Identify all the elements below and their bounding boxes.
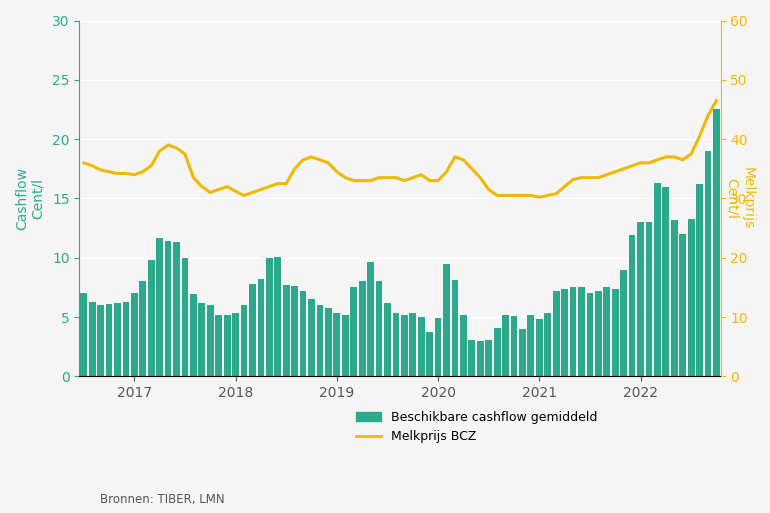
- Bar: [376, 282, 383, 377]
- Bar: [114, 303, 121, 377]
- Bar: [435, 318, 441, 377]
- Bar: [291, 286, 298, 377]
- Bar: [578, 287, 585, 377]
- Bar: [527, 314, 534, 377]
- Bar: [629, 235, 635, 377]
- Bar: [359, 282, 366, 377]
- Bar: [621, 269, 627, 377]
- Bar: [139, 282, 146, 377]
- Bar: [224, 314, 230, 377]
- Bar: [182, 258, 189, 377]
- Bar: [401, 314, 407, 377]
- Bar: [477, 341, 484, 377]
- Bar: [410, 313, 416, 377]
- Bar: [283, 285, 290, 377]
- Bar: [713, 109, 720, 377]
- Bar: [494, 328, 500, 377]
- Bar: [587, 293, 594, 377]
- Bar: [300, 291, 306, 377]
- Bar: [173, 242, 180, 377]
- Bar: [207, 305, 213, 377]
- Bar: [216, 314, 222, 377]
- Bar: [502, 314, 509, 377]
- Bar: [233, 313, 239, 377]
- Bar: [688, 219, 695, 377]
- Bar: [595, 291, 601, 377]
- Bar: [190, 294, 197, 377]
- Bar: [148, 260, 155, 377]
- Bar: [325, 307, 332, 377]
- Bar: [460, 314, 467, 377]
- Bar: [451, 280, 458, 377]
- Bar: [266, 258, 273, 377]
- Bar: [122, 302, 129, 377]
- Bar: [612, 288, 618, 377]
- Bar: [257, 279, 264, 377]
- Bar: [671, 220, 678, 377]
- Bar: [316, 305, 323, 377]
- Bar: [249, 284, 256, 377]
- Bar: [536, 320, 543, 377]
- Bar: [156, 238, 163, 377]
- Bar: [679, 234, 686, 377]
- Bar: [342, 314, 349, 377]
- Bar: [367, 263, 374, 377]
- Bar: [274, 256, 281, 377]
- Bar: [645, 222, 652, 377]
- Bar: [705, 151, 711, 377]
- Bar: [241, 305, 247, 377]
- Bar: [654, 183, 661, 377]
- Bar: [553, 291, 560, 377]
- Bar: [544, 313, 551, 377]
- Bar: [308, 299, 315, 377]
- Bar: [333, 313, 340, 377]
- Bar: [427, 332, 433, 377]
- Bar: [80, 293, 87, 377]
- Bar: [638, 222, 644, 377]
- Bar: [662, 187, 669, 377]
- Bar: [97, 305, 104, 377]
- Bar: [485, 340, 492, 377]
- Bar: [561, 288, 568, 377]
- Bar: [131, 293, 138, 377]
- Bar: [570, 287, 577, 377]
- Bar: [199, 303, 205, 377]
- Bar: [165, 241, 172, 377]
- Bar: [696, 184, 703, 377]
- Bar: [105, 304, 112, 377]
- Bar: [511, 316, 517, 377]
- Y-axis label: Melkprijs
Cent/l: Melkprijs Cent/l: [725, 167, 755, 229]
- Bar: [468, 340, 475, 377]
- Bar: [350, 287, 357, 377]
- Bar: [393, 313, 400, 377]
- Bar: [443, 264, 450, 377]
- Bar: [604, 287, 610, 377]
- Bar: [519, 329, 526, 377]
- Legend: Beschikbare cashflow gemiddeld, Melkprijs BCZ: Beschikbare cashflow gemiddeld, Melkprij…: [351, 406, 603, 448]
- Text: Bronnen: TIBER, LMN: Bronnen: TIBER, LMN: [100, 493, 225, 506]
- Y-axis label: Cashflow
Cent/l: Cashflow Cent/l: [15, 167, 45, 230]
- Bar: [384, 303, 391, 377]
- Bar: [418, 317, 424, 377]
- Bar: [89, 302, 95, 377]
